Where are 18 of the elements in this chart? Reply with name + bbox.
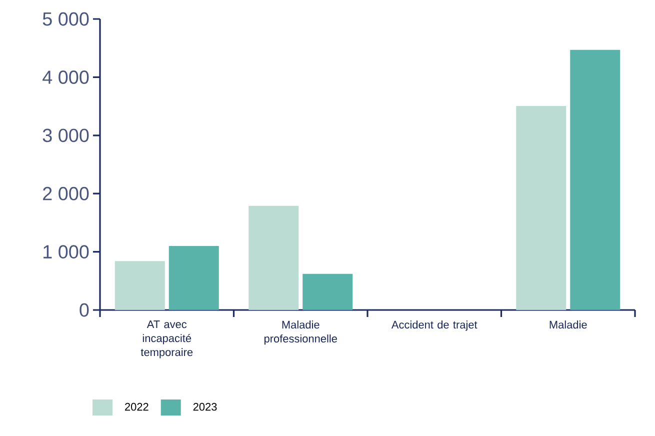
bar — [302, 274, 353, 310]
y-tick-label: 0 — [80, 303, 89, 317]
x-tick-label: AT avec incapacité temporaire — [140, 320, 193, 358]
x-tick-label: Accident de trajet — [391, 320, 478, 331]
legend-label: 2022 — [125, 402, 148, 411]
y-tick-label: 1 000 — [44, 245, 89, 259]
y-tick-label: 2 000 — [43, 186, 89, 200]
y-tick-label: 5 000 — [42, 12, 89, 26]
y-tick-label: 4 000 — [42, 70, 89, 84]
bar — [570, 50, 620, 310]
legend-label: 2023 — [193, 402, 217, 411]
x-tick-label: Maladie professionnelle — [264, 320, 337, 345]
bar — [516, 106, 566, 310]
bar — [114, 261, 165, 310]
y-tick-label: 3 000 — [42, 128, 89, 142]
x-tick-label: Maladie — [550, 320, 587, 329]
bar — [168, 246, 219, 310]
bar — [248, 206, 299, 310]
